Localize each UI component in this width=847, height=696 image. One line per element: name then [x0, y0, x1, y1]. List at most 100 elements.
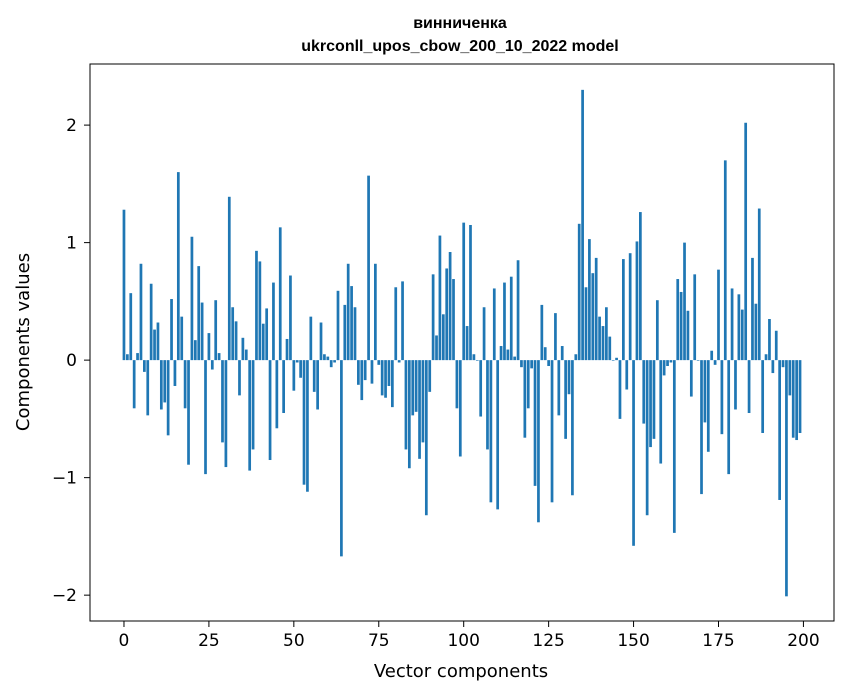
bar-85	[411, 360, 415, 416]
bar-104	[475, 360, 479, 361]
bar-176	[720, 360, 724, 435]
bar-25	[207, 333, 211, 361]
y-axis-ticks: −2 −1 0 1 2	[52, 116, 90, 606]
bar-62	[333, 360, 336, 363]
bar-55	[309, 316, 313, 361]
bar-3	[132, 360, 136, 409]
bar-156	[652, 360, 656, 439]
bar-109	[492, 288, 496, 361]
bar-116	[516, 260, 520, 361]
bar-9	[153, 329, 156, 361]
bar-131	[567, 360, 571, 395]
x-tick-label: 75	[368, 631, 390, 651]
bar-12	[163, 360, 167, 403]
bar-117	[520, 360, 523, 368]
bar-124	[543, 347, 547, 361]
bar-28	[217, 353, 221, 361]
bar-159	[662, 360, 666, 376]
bar-136	[584, 287, 588, 361]
bar-190	[768, 319, 771, 361]
bar-115	[513, 356, 517, 361]
bar-16	[176, 172, 180, 361]
bar-49	[289, 275, 292, 361]
bar-23	[200, 302, 204, 361]
bar-24	[204, 360, 207, 475]
bar-149	[628, 253, 632, 361]
bar-148	[625, 360, 629, 390]
bar-114	[509, 276, 513, 361]
bar-99	[458, 360, 462, 457]
bar-79	[391, 360, 394, 408]
bar-127	[554, 313, 557, 361]
bar-103	[472, 354, 476, 361]
bar-143	[608, 336, 612, 361]
bar-101	[465, 326, 469, 361]
bar-29	[221, 360, 224, 443]
bar-76	[380, 360, 384, 396]
bar-154	[645, 360, 649, 516]
plot-area-frame	[89, 63, 835, 622]
bar-174	[713, 360, 717, 365]
x-tick-label: 200	[787, 631, 819, 651]
bar-45	[275, 360, 279, 429]
bar-194	[781, 360, 785, 368]
bar-42	[265, 308, 269, 361]
x-tick-label: 25	[198, 631, 220, 651]
bar-161	[669, 360, 673, 363]
bar-89	[424, 360, 428, 516]
bar-83	[404, 360, 408, 450]
x-tick-label: 100	[447, 631, 479, 651]
bar-95	[445, 268, 449, 361]
bar-122	[537, 360, 540, 523]
y-tick-label: 0	[66, 351, 77, 371]
bar-182	[740, 309, 744, 361]
bar-19	[187, 360, 190, 465]
bar-172	[706, 360, 710, 452]
bar-184	[747, 360, 751, 414]
bar-50	[292, 360, 296, 391]
bar-128	[557, 360, 561, 416]
bar-31	[227, 196, 231, 361]
bar-160	[666, 360, 669, 367]
bar-66	[346, 263, 350, 361]
bar-193	[778, 360, 781, 500]
bar-132	[571, 360, 574, 496]
bar-150	[632, 360, 635, 546]
bar-133	[574, 354, 578, 361]
bar-82	[401, 281, 404, 361]
bar-169	[696, 360, 700, 361]
bar-46	[278, 227, 282, 361]
x-tick-label: 0	[119, 631, 130, 651]
bar-166	[686, 310, 690, 361]
bar-58	[319, 322, 323, 361]
bar-27	[214, 300, 218, 361]
bar-94	[441, 314, 445, 361]
bar-189	[764, 354, 768, 361]
bar-78	[387, 360, 391, 386]
bar-57	[316, 360, 319, 410]
y-tick-label: 1	[66, 234, 77, 254]
y-tick-label: −2	[52, 586, 77, 606]
x-tick-label: 50	[283, 631, 305, 651]
bar-35	[241, 337, 245, 361]
bar-100	[462, 222, 466, 361]
bar-153	[642, 360, 646, 424]
bar-130	[564, 360, 567, 439]
bar-112	[503, 282, 506, 361]
bar-14	[170, 299, 173, 361]
bar-1	[126, 354, 129, 361]
bar-139	[594, 257, 598, 361]
bar-61	[329, 360, 333, 368]
bar-177	[723, 160, 727, 361]
bar-165	[683, 242, 686, 361]
bar-106	[482, 307, 486, 361]
bar-8	[149, 283, 153, 361]
x-axis-ticks: 0 25 50 75 100 125 150 175 200	[119, 621, 820, 651]
bar-170	[700, 360, 703, 495]
bar-197	[791, 360, 795, 438]
bar-10	[156, 322, 160, 361]
bar-192	[774, 330, 778, 361]
bar-5	[139, 263, 143, 361]
bar-71	[363, 360, 367, 381]
